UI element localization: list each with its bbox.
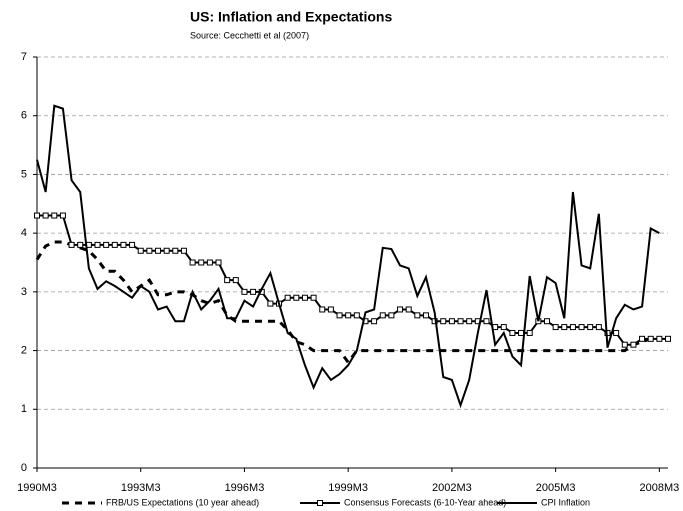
marker [457, 318, 464, 325]
marker [68, 241, 75, 248]
marker [656, 335, 663, 342]
marker [51, 212, 58, 219]
marker [327, 306, 334, 313]
marker [42, 212, 49, 219]
x-tick-label: 1996M3 [225, 482, 265, 494]
marker [198, 259, 205, 266]
legend-label: CPI Inflation [541, 497, 590, 507]
marker [587, 324, 594, 331]
marker [336, 312, 343, 319]
marker [155, 247, 162, 254]
marker [103, 241, 110, 248]
y-tick-label: 4 [21, 227, 27, 239]
marker [111, 241, 118, 248]
marker [388, 312, 395, 319]
marker [215, 259, 222, 266]
marker [301, 294, 308, 301]
marker [665, 335, 671, 342]
marker [422, 312, 429, 319]
marker [397, 306, 404, 313]
x-tick-label: 2005M3 [536, 482, 576, 494]
marker [129, 241, 136, 248]
y-tick-label: 0 [21, 462, 27, 474]
marker [59, 212, 66, 219]
marker [163, 247, 170, 254]
marker [414, 312, 421, 319]
marker [543, 318, 550, 325]
marker [250, 288, 257, 295]
marker [180, 247, 187, 254]
series-line [36, 104, 660, 409]
marker [448, 318, 455, 325]
marker [224, 277, 231, 284]
marker [621, 341, 628, 348]
x-tick-label: 2008M3 [639, 482, 679, 494]
marker [120, 241, 127, 248]
marker [293, 294, 300, 301]
marker [310, 294, 317, 301]
marker [639, 335, 646, 342]
marker [353, 312, 360, 319]
marker [172, 247, 179, 254]
x-tick-label: 2002M3 [432, 482, 472, 494]
y-tick-label: 5 [21, 168, 27, 180]
chart-subtitle: Source: Cecchetti et al (2007) [190, 30, 309, 40]
marker [77, 241, 84, 248]
marker [284, 294, 291, 301]
marker [137, 247, 144, 254]
y-tick-label: 3 [21, 286, 27, 298]
marker [526, 329, 533, 336]
y-tick-label: 2 [21, 344, 27, 356]
marker [345, 312, 352, 319]
y-tick-label: 1 [21, 403, 27, 415]
marker [552, 324, 559, 331]
marker [146, 247, 153, 254]
chart-title: US: Inflation and Expectations [190, 9, 392, 25]
marker [647, 335, 654, 342]
marker [578, 324, 585, 331]
legend-label: Consensus Forecasts (6-10-Year ahead) [344, 497, 506, 507]
legend-label: FRB/US Expectations (10 year ahead) [106, 497, 259, 507]
marker [241, 288, 248, 295]
marker [466, 318, 473, 325]
marker [319, 306, 326, 313]
marker [518, 329, 525, 336]
marker [189, 259, 196, 266]
series-line [35, 240, 652, 365]
x-tick-label: 1993M3 [121, 482, 161, 494]
marker [561, 324, 568, 331]
y-tick-label: 6 [21, 110, 27, 122]
marker [94, 241, 101, 248]
marker [34, 212, 40, 219]
marker [500, 324, 507, 331]
marker [630, 341, 637, 348]
marker [371, 318, 378, 325]
y-tick-label: 7 [21, 51, 27, 63]
marker [379, 312, 386, 319]
marker [267, 300, 274, 307]
marker [206, 259, 213, 266]
marker [483, 318, 490, 325]
marker [569, 324, 576, 331]
marker [509, 329, 516, 336]
marker [613, 329, 620, 336]
marker [232, 277, 239, 284]
x-tick-label: 1990M3 [17, 482, 57, 494]
marker [405, 306, 412, 313]
marker [595, 324, 602, 331]
x-tick-label: 1999M3 [328, 482, 368, 494]
legend-marker [317, 500, 323, 506]
marker [440, 318, 447, 325]
